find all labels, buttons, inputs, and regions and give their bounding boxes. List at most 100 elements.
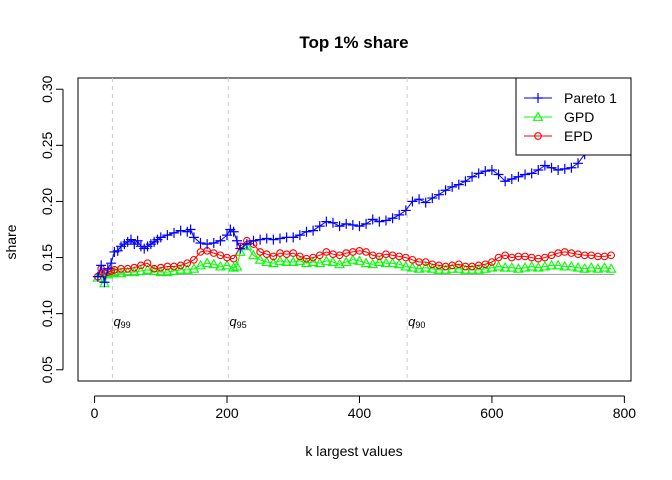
data-point-0 bbox=[341, 218, 352, 229]
data-point-1 bbox=[506, 262, 518, 272]
data-point-0 bbox=[347, 220, 358, 231]
x-tick-label: 400 bbox=[348, 405, 372, 421]
data-point-0 bbox=[486, 165, 497, 176]
data-point-0 bbox=[92, 271, 103, 282]
data-point-2 bbox=[176, 261, 185, 270]
data-point-1 bbox=[486, 262, 498, 272]
y-tick-label: 0.05 bbox=[39, 356, 55, 383]
legend-marker-0 bbox=[533, 93, 543, 103]
data-point-0 bbox=[255, 234, 266, 245]
data-point-1 bbox=[373, 256, 385, 266]
data-point-1 bbox=[393, 258, 405, 269]
data-point-1 bbox=[231, 260, 243, 271]
data-point-0 bbox=[222, 230, 233, 241]
data-point-0 bbox=[500, 176, 511, 187]
data-point-0 bbox=[195, 237, 206, 248]
data-point-2 bbox=[216, 251, 225, 260]
chart-title: Top 1% share bbox=[299, 33, 408, 52]
data-point-2 bbox=[488, 258, 496, 266]
data-point-2 bbox=[408, 255, 417, 264]
data-point-0 bbox=[99, 277, 110, 288]
data-point-1 bbox=[565, 260, 577, 271]
data-point-0 bbox=[420, 197, 431, 208]
data-point-0 bbox=[228, 226, 239, 237]
data-point-0 bbox=[308, 225, 319, 236]
data-point-1 bbox=[142, 264, 153, 274]
data-point-1 bbox=[267, 257, 279, 268]
data-point-1 bbox=[367, 258, 379, 269]
data-point-0 bbox=[102, 263, 113, 274]
data-point-2 bbox=[209, 249, 218, 257]
data-point-0 bbox=[274, 233, 285, 244]
data-point-0 bbox=[447, 181, 458, 192]
data-point-1 bbox=[248, 249, 259, 260]
data-point-1 bbox=[181, 264, 193, 274]
data-point-2 bbox=[289, 249, 298, 257]
data-point-0 bbox=[301, 226, 312, 237]
y-tick-label: 0.15 bbox=[39, 244, 55, 271]
data-point-2 bbox=[309, 253, 317, 262]
data-point-1 bbox=[327, 256, 339, 266]
data-point-1 bbox=[128, 266, 140, 277]
data-point-1 bbox=[407, 262, 418, 272]
data-point-1 bbox=[354, 255, 365, 265]
data-point-0 bbox=[235, 243, 246, 254]
data-point-0 bbox=[188, 232, 199, 243]
data-point-0 bbox=[354, 221, 365, 232]
data-point-1 bbox=[479, 263, 491, 273]
data-point-2 bbox=[262, 250, 271, 259]
data-point-1 bbox=[294, 255, 306, 265]
data-point-2 bbox=[322, 248, 331, 256]
data-point-0 bbox=[526, 168, 537, 179]
data-point-0 bbox=[361, 218, 372, 229]
data-point-1 bbox=[519, 262, 531, 272]
data-point-2 bbox=[362, 248, 370, 256]
series-line-2 bbox=[97, 240, 612, 277]
legend-marker-2 bbox=[534, 132, 542, 140]
data-point-1 bbox=[426, 263, 438, 273]
data-point-0 bbox=[533, 165, 544, 176]
data-point-1 bbox=[387, 257, 399, 268]
data-point-1 bbox=[453, 263, 465, 273]
data-point-1 bbox=[307, 256, 319, 266]
data-point-0 bbox=[248, 235, 259, 246]
data-point-1 bbox=[493, 260, 504, 271]
data-point-2 bbox=[137, 261, 145, 270]
x-tick-label: 200 bbox=[215, 405, 239, 421]
data-point-1 bbox=[552, 259, 564, 270]
legend-label-2: EPD bbox=[564, 128, 593, 144]
y-tick-label: 0.10 bbox=[39, 300, 55, 327]
data-point-0 bbox=[493, 169, 504, 180]
data-point-1 bbox=[347, 254, 359, 264]
data-point-1 bbox=[221, 259, 233, 270]
data-point-1 bbox=[605, 263, 617, 273]
data-point-2 bbox=[143, 259, 152, 268]
data-point-0 bbox=[467, 171, 478, 182]
data-point-1 bbox=[572, 262, 584, 272]
data-point-2 bbox=[269, 252, 278, 261]
data-point-0 bbox=[407, 196, 418, 207]
data-point-2 bbox=[541, 253, 549, 262]
data-point-1 bbox=[261, 256, 273, 266]
data-point-0 bbox=[294, 230, 305, 241]
guides-layer: q99 q95 q90 bbox=[94, 78, 615, 381]
data-point-0 bbox=[106, 258, 117, 269]
data-point-1 bbox=[360, 257, 372, 268]
data-point-0 bbox=[321, 216, 332, 227]
data-point-0 bbox=[169, 227, 180, 238]
data-point-1 bbox=[420, 262, 432, 272]
legend-marker-1 bbox=[532, 111, 544, 121]
data-point-2 bbox=[501, 251, 510, 260]
data-point-0 bbox=[374, 216, 385, 227]
data-point-1 bbox=[254, 254, 266, 264]
data-point-2 bbox=[375, 252, 384, 261]
data-point-0 bbox=[96, 260, 107, 271]
data-point-0 bbox=[314, 221, 325, 232]
data-point-0 bbox=[327, 217, 338, 228]
data-point-1 bbox=[301, 257, 312, 268]
legend: Pareto 1 GPD EPD bbox=[515, 77, 632, 156]
data-point-1 bbox=[168, 265, 180, 275]
data-point-1 bbox=[320, 255, 332, 265]
data-point-2 bbox=[315, 251, 324, 260]
series-layer bbox=[92, 131, 617, 288]
